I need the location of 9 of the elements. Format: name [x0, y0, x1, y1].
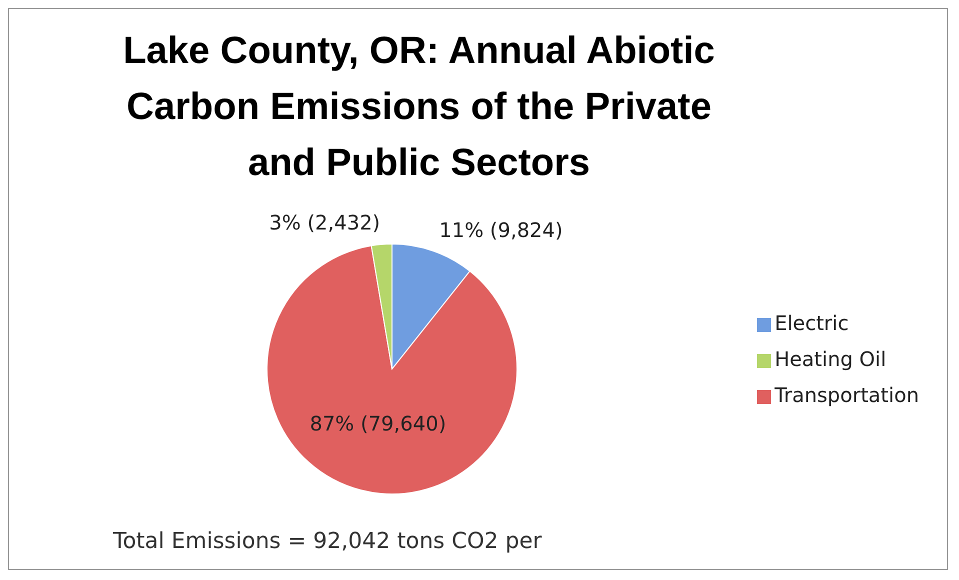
data-label: 11% (9,824)	[439, 218, 563, 242]
legend-label: Transportation	[774, 383, 919, 407]
data-label: 87% (79,640)	[310, 411, 446, 436]
chart-title: Lake County, OR: Annual Abiotic Carbon Emissions of the Private and Public Sectors	[122, 29, 716, 186]
pie-slice	[266, 245, 518, 494]
legend-label: Electric	[774, 311, 849, 335]
legend-label: Heating Oil	[774, 347, 886, 371]
text: Total Emissions = 92,042 tons CO2 per	[113, 529, 542, 554]
data-label: 3% (2,432)	[269, 210, 380, 234]
